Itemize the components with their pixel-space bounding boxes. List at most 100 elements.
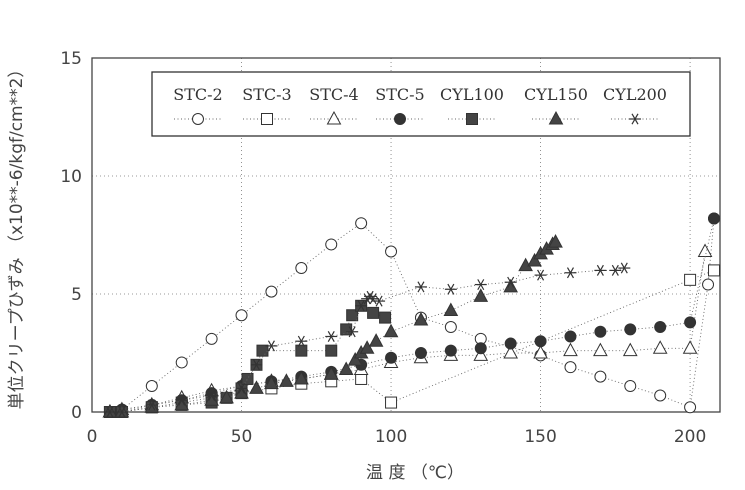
series-stc-2 [103,212,721,418]
point-stc-4 [682,340,698,354]
point-stc-5 [624,323,637,336]
legend-label-cyl100: CYL100 [440,85,504,104]
point-stc-2 [205,332,218,345]
point-cyl150 [174,396,190,411]
x-tick-label: 0 [87,427,98,447]
point-cyl150 [359,340,375,354]
point-stc-5 [534,335,547,348]
point-stc-4 [593,342,608,357]
y-tick-label: 0 [71,403,82,423]
point-stc-4 [652,340,668,354]
legend-marker-stc-4 [326,110,342,125]
point-stc-5 [654,321,667,334]
point-stc-3 [684,273,697,286]
series-line-stc-4 [109,251,706,413]
point-cyl100 [346,309,359,322]
point-stc-4 [533,344,548,359]
point-cyl150 [293,370,309,385]
point-cyl150 [473,288,489,302]
legend-marker-stc-2 [192,113,204,125]
point-cyl200 [145,399,158,411]
point-cyl200 [205,389,218,401]
point-stc-2 [564,361,577,374]
plot-frame [91,57,721,413]
point-cyl200 [103,406,116,418]
legend-label-stc-4: STC-4 [309,85,358,104]
point-cyl150 [383,323,399,338]
point-stc-2 [702,278,715,291]
point-cyl150 [264,375,279,390]
point-cyl150 [527,252,542,267]
series-line-cyl200 [109,267,625,413]
point-cyl200 [250,359,263,371]
point-stc-5 [594,325,607,338]
point-cyl200 [175,394,188,406]
legend: STC-2 STC-3 STC-4 STC-5 CYL100 CYL150 CYL200 [151,71,691,137]
point-stc-2 [175,356,188,369]
point-cyl150 [413,311,429,326]
point-cyl150 [503,278,519,293]
legend-label-stc-2: STC-2 [173,85,222,104]
point-cyl150 [279,373,294,387]
legend-label-stc-3: STC-3 [242,85,291,104]
point-stc-3 [708,264,721,277]
y-tick-label: 15 [60,49,82,69]
point-cyl200 [504,276,517,288]
x-axis-label: 温 度 （℃） [366,463,464,483]
point-cyl200 [594,264,607,276]
point-cyl100 [367,306,380,319]
point-stc-2 [145,380,158,393]
point-cyl150 [249,380,264,394]
point-stc-4 [697,243,713,258]
point-stc-2 [265,285,278,298]
point-cyl200 [325,330,338,342]
point-cyl200 [295,335,308,347]
point-stc-4 [622,342,638,357]
point-cyl150 [368,333,384,347]
point-cyl100 [295,344,308,357]
point-cyl150 [338,361,354,376]
point-cyl200 [474,279,487,291]
point-cyl100 [256,344,269,357]
point-cyl200 [373,295,386,307]
y-axis-label: 単位クリープひずみ （x10**-6/kgf/cm**2） [7,61,27,410]
x-tick-label: 100 [375,427,407,447]
point-stc-2 [444,321,457,334]
axes: 0 50 100 150 200 0 5 10 15 [60,49,721,447]
point-cyl200 [564,267,577,279]
point-stc-3 [355,372,368,385]
point-stc-2 [594,370,607,383]
point-stc-4 [563,342,578,357]
x-tick-label: 200 [674,427,706,447]
point-stc-2 [235,309,248,322]
series-line-stc-3 [109,269,715,413]
legend-marker-cyl100 [466,113,478,125]
point-stc-4 [473,347,489,361]
point-cyl100 [340,323,353,336]
point-cyl200 [355,300,368,312]
point-cyl200 [346,326,359,338]
point-cyl200 [618,262,631,274]
point-cyl200 [609,264,622,276]
point-stc-2 [295,262,308,275]
point-cyl100 [325,344,338,357]
legend-marker-cyl200 [629,113,641,125]
legend-label-cyl150: CYL150 [524,85,588,104]
point-stc-2 [355,217,368,230]
legend-label-cyl200: CYL200 [603,85,667,104]
point-stc-5 [414,347,427,359]
point-stc-5 [564,330,577,343]
series-line-stc-2 [109,218,715,413]
point-stc-2 [654,389,667,402]
series-line-stc-5 [109,218,715,413]
series-stc-3 [103,264,721,418]
point-cyl150 [219,389,234,404]
point-cyl150 [347,352,363,366]
legend-label-stc-5: STC-5 [375,85,424,104]
point-stc-2 [325,238,338,251]
point-stc-5 [684,316,697,329]
series-cyl150 [102,234,563,418]
point-stc-5 [708,212,721,225]
y-tick-label: 5 [71,285,82,305]
